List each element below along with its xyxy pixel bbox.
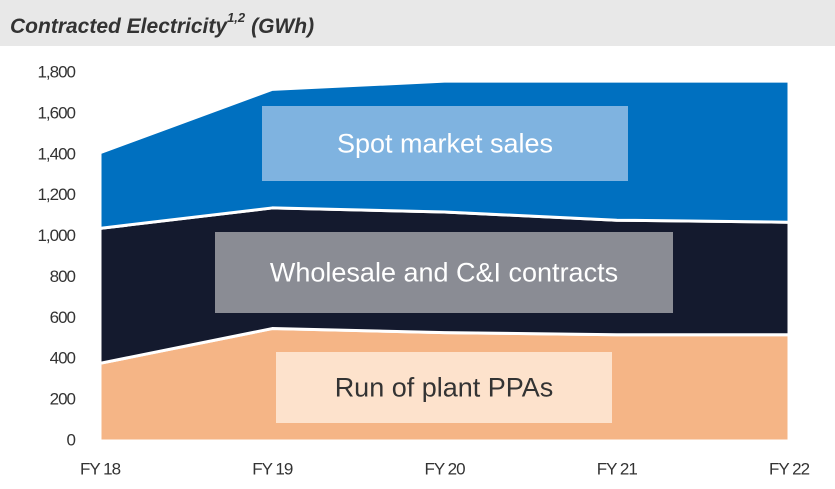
series-label: Run of plant PPAs xyxy=(335,373,554,403)
x-tick-label: FY 21 xyxy=(597,459,638,478)
y-tick-label: 1,600 xyxy=(37,103,75,122)
series-label: Spot market sales xyxy=(337,129,553,159)
title-bar xyxy=(0,0,835,46)
y-tick-label: 1,200 xyxy=(37,185,75,204)
title-superscript: 1,2 xyxy=(227,10,246,25)
y-tick-label: 600 xyxy=(50,308,76,327)
y-tick-label: 400 xyxy=(50,349,76,368)
chart-title: Contracted Electricity1,2 (GWh) xyxy=(10,10,314,37)
y-tick-label: 1,000 xyxy=(37,226,75,245)
series-label-box xyxy=(276,352,612,423)
title-main: Contracted Electricity xyxy=(10,15,228,38)
x-tick-label: FY 20 xyxy=(424,459,465,478)
y-tick-label: 1,800 xyxy=(37,62,75,81)
y-tick-label: 800 xyxy=(50,267,76,286)
title-suffix: (GWh) xyxy=(251,15,314,38)
series-label-box xyxy=(262,106,628,181)
y-tick-label: 0 xyxy=(67,430,76,449)
y-tick-label: 1,400 xyxy=(37,144,75,163)
x-tick-label: FY 18 xyxy=(80,459,121,478)
y-tick-label: 200 xyxy=(50,390,76,409)
x-tick-label: FY 19 xyxy=(252,459,293,478)
series-label-box xyxy=(215,232,673,313)
x-tick-label: FY 22 xyxy=(769,459,810,478)
series-label: Wholesale and C&I contracts xyxy=(270,258,618,288)
